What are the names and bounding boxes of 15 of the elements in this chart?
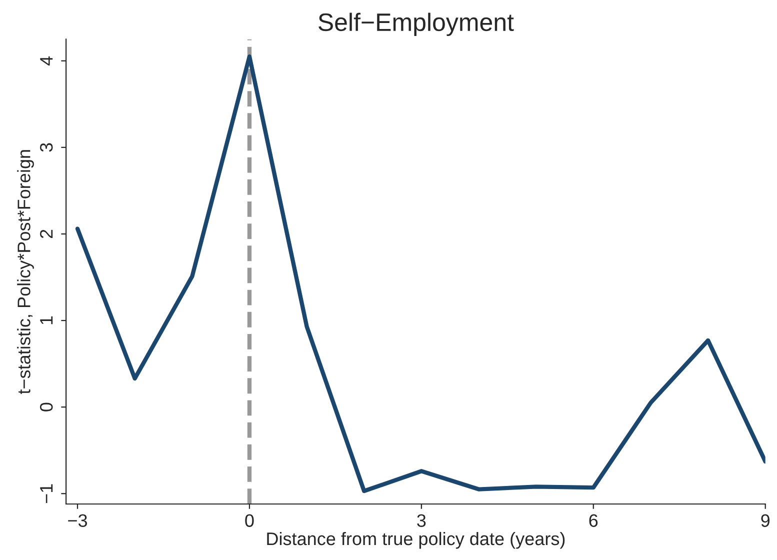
y-tick-label: 2 xyxy=(40,230,53,238)
x-axis-title: Distance from true policy date (years) xyxy=(267,532,565,549)
y-axis-title: t−statistic, Policy*Post*Foreign xyxy=(17,150,34,394)
line-series xyxy=(75,54,766,494)
x-tick-label: 3 xyxy=(417,514,426,527)
x-tick-label: 0 xyxy=(245,514,254,527)
y-tick-label: 1 xyxy=(40,316,53,324)
y-tick-label: 4 xyxy=(40,56,53,66)
x-tick-label: 9 xyxy=(761,514,770,527)
y-tick-label: 3 xyxy=(40,143,53,152)
y-tick-label: 0 xyxy=(40,402,53,412)
chart-title: Self−Employment xyxy=(318,12,514,36)
x-tick-label: −3 xyxy=(68,514,88,527)
y-tick-label: −1 xyxy=(40,484,53,504)
x-tick-label: 6 xyxy=(589,514,598,527)
